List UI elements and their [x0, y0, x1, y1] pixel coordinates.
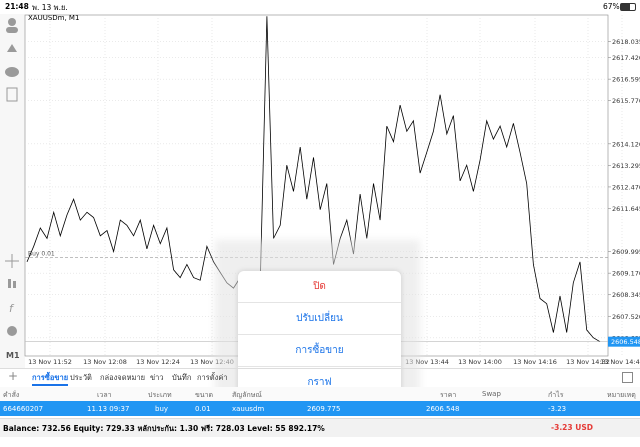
x-tick-label: 13 Nov 14:32: [566, 358, 610, 366]
add-button[interactable]: +: [8, 369, 19, 383]
y-tick-label: 2618.035: [612, 38, 640, 46]
column-header: กำไร: [548, 391, 564, 399]
menu-item[interactable]: การซื้อขาย: [238, 334, 401, 366]
cell: 2609.775: [307, 405, 341, 413]
clock: 21:48: [5, 2, 29, 11]
cell: 11.13 09:37: [87, 405, 130, 413]
y-tick-label: 2609.170: [612, 270, 640, 278]
total-profit: -3.23 USD: [551, 423, 593, 432]
icon: [6, 27, 18, 33]
tab[interactable]: การตั้งค่า: [197, 373, 228, 382]
cell: xauusdm: [232, 405, 265, 413]
icon: [13, 281, 16, 288]
battery: 67%: [603, 2, 620, 11]
icon: [8, 279, 11, 288]
x-tick-label: 13 Nov 12:24: [136, 358, 180, 366]
column-header: ประเภท: [148, 391, 172, 399]
x-tick-label: 13 Nov 14:00: [458, 358, 502, 366]
current-price-label: 2606.548: [611, 338, 640, 346]
menu-item[interactable]: กราฟ: [238, 366, 401, 398]
x-tick-label: 13 Nov 14:16: [513, 358, 557, 366]
status-bar: 21:48 พ. 13 พ.ย. 67%: [0, 0, 640, 14]
date: พ. 13 พ.ย.: [32, 3, 68, 12]
cell: buy: [155, 405, 169, 413]
y-tick-label: 2617.420: [612, 54, 640, 62]
column-header: เวลา: [97, 391, 112, 399]
timeframe-button[interactable]: M1: [6, 351, 20, 360]
cell: 0.01: [195, 405, 211, 413]
position-row[interactable]: [0, 401, 640, 416]
tab[interactable]: ข่าว: [150, 373, 164, 382]
account-summary: Balance: 732.56 Equity: 729.33 หลักประกั…: [3, 424, 325, 433]
menu-item[interactable]: ปรับเปลี่ยน: [238, 302, 401, 334]
tab[interactable]: ประวัติ: [70, 373, 92, 382]
x-tick-label: 13 Nov 11:52: [28, 358, 72, 366]
column-header: ราคา: [440, 391, 457, 399]
y-tick-label: 2616.595: [612, 76, 640, 84]
tab[interactable]: การซื้อขาย: [32, 372, 69, 386]
layout-icon[interactable]: [622, 372, 633, 383]
icon: [7, 326, 17, 336]
cell: 2606.548: [426, 405, 460, 413]
y-tick-label: 2615.770: [612, 97, 640, 105]
column-header: Swap: [482, 390, 501, 398]
y-tick-label: 2607.520: [612, 313, 640, 321]
y-tick-label: 2608.345: [612, 291, 640, 299]
icon: [7, 44, 17, 52]
cell: -3.23: [548, 405, 567, 413]
context-menu: ปิด ปรับเปลี่ยน การซื้อขาย กราฟ: [238, 271, 401, 398]
icon: [5, 67, 19, 77]
price-line: [26, 16, 601, 343]
icon: [8, 18, 16, 26]
menu-item[interactable]: ปิด: [313, 281, 326, 292]
column-header: คำสั่ง: [3, 391, 20, 399]
y-tick-label: 2611.645: [612, 205, 640, 213]
table-header: [0, 387, 640, 401]
x-tick-label: 13 Nov 13:44: [405, 358, 449, 366]
y-tick-label: 2612.470: [612, 183, 640, 191]
x-tick-label: 13 Nov 12:40: [190, 358, 234, 366]
y-tick-label: 2614.120: [612, 140, 640, 148]
tab-bar: +: [0, 368, 640, 387]
x-tick-label: 13 Nov 12:08: [83, 358, 127, 366]
sidebar-icons: f: [5, 18, 19, 336]
x-tick-label: 13 Nov 14:48: [600, 358, 640, 366]
tab[interactable]: กล่องจดหมาย: [100, 373, 146, 382]
buy-label: Buy 0.01: [28, 250, 55, 257]
symbol-label: XAUUSDm, M1: [28, 14, 79, 22]
column-header: สัญลักษณ์: [232, 391, 262, 399]
icon: [6, 87, 18, 102]
cell: 664660207: [3, 405, 44, 413]
y-tick-label: 2609.995: [612, 248, 640, 256]
column-header: ขนาด: [195, 391, 214, 399]
battery-icon: [620, 3, 636, 11]
footer: Balance: 732.56 Equity: 729.33 หลักประกั…: [0, 418, 640, 437]
y-tick-label: 2613.295: [612, 162, 640, 170]
current-price-box: [608, 336, 640, 347]
column-header: หมายเหตุ: [607, 391, 636, 399]
icon: [5, 254, 19, 268]
tab[interactable]: บันทึก: [172, 373, 192, 382]
icon: f: [9, 302, 15, 315]
